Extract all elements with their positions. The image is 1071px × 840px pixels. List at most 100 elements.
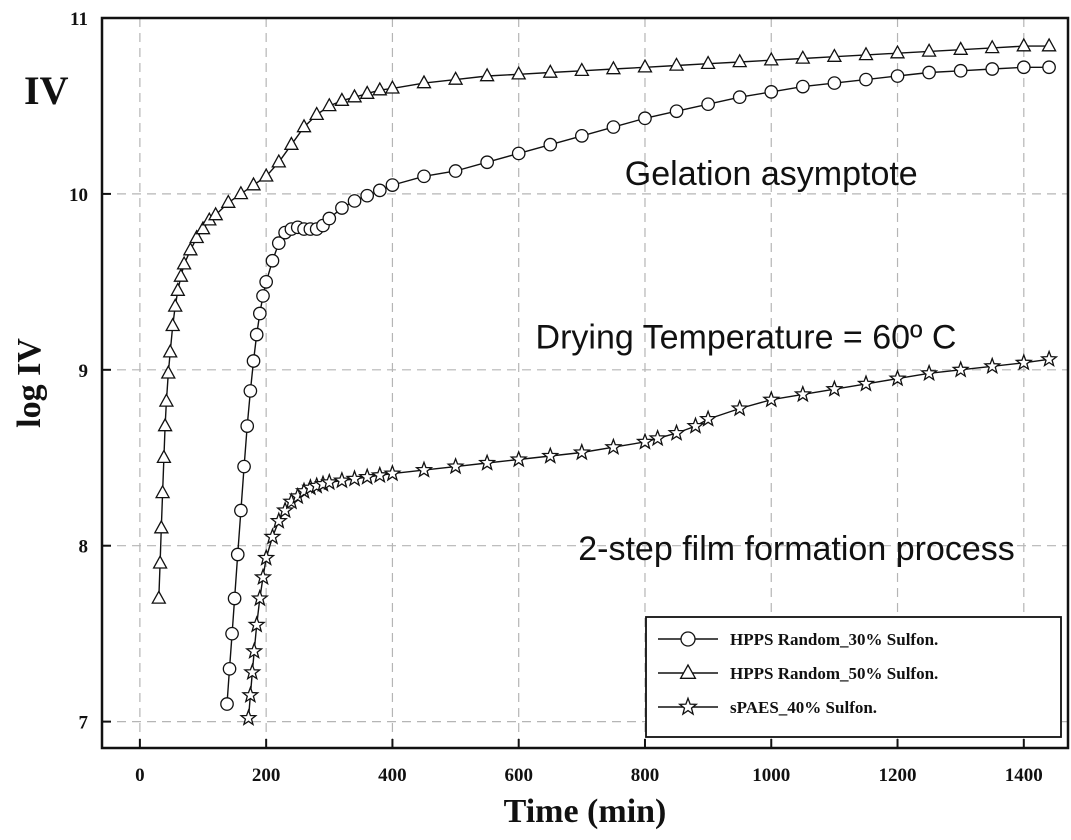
series-triangle <box>151 37 1057 604</box>
x-tick-label: 400 <box>378 765 407 786</box>
y-tick-label: 7 <box>79 713 89 734</box>
data-point <box>249 327 264 342</box>
legend-label: HPPS Random_50% Sulfon. <box>730 664 938 683</box>
legend-marker <box>677 696 699 716</box>
data-point <box>668 57 685 71</box>
x-tick-label: 1000 <box>752 765 790 786</box>
data-point <box>334 92 350 106</box>
data-point <box>574 62 590 77</box>
data-point <box>1016 37 1032 52</box>
data-point <box>983 356 1002 375</box>
data-point <box>225 626 239 641</box>
data-point <box>648 428 667 447</box>
x-tick-label: 1400 <box>1005 765 1043 786</box>
data-point <box>416 74 432 89</box>
data-point <box>157 417 173 432</box>
series-star <box>239 349 1059 726</box>
data-point <box>479 67 495 82</box>
data-point <box>195 220 211 235</box>
data-point <box>176 255 192 270</box>
data-point <box>859 72 873 87</box>
data-point <box>730 398 749 417</box>
data-point <box>732 90 747 105</box>
data-point <box>265 253 280 268</box>
data-point <box>156 449 172 464</box>
data-point <box>152 554 168 569</box>
legend: HPPS Random_30% Sulfon. HPPS Random_50% S… <box>645 616 1062 738</box>
data-point <box>250 588 269 607</box>
data-point <box>919 363 939 382</box>
data-point <box>359 85 375 99</box>
data-point <box>239 708 258 726</box>
data-point <box>511 65 527 80</box>
data-point <box>220 194 236 208</box>
data-point <box>922 65 936 80</box>
data-point <box>321 97 337 112</box>
data-point <box>220 697 234 711</box>
y-tick-label: 9 <box>79 361 89 382</box>
x-tick-label: 1200 <box>879 765 917 786</box>
y-tick-label: 10 <box>69 185 88 206</box>
legend-items: HPPS Random_30% Sulfon. HPPS Random_50% S… <box>658 630 938 717</box>
data-point <box>154 484 171 499</box>
data-point <box>222 661 237 676</box>
data-point <box>826 48 843 62</box>
data-point <box>542 64 558 78</box>
data-point <box>360 188 375 203</box>
data-point <box>448 164 463 178</box>
y-axis-title: log IV <box>11 338 48 428</box>
data-point <box>795 49 811 64</box>
data-point <box>296 118 312 133</box>
data-point <box>793 384 812 403</box>
data-point <box>309 106 325 121</box>
data-point <box>635 432 655 450</box>
data-point <box>372 81 388 96</box>
data-point <box>888 369 907 387</box>
data-point <box>606 120 621 134</box>
data-point <box>345 469 364 487</box>
data-point <box>856 374 876 392</box>
data-point <box>182 241 199 256</box>
data-point <box>247 615 266 633</box>
data-point <box>572 442 591 461</box>
x-tick-label: 200 <box>252 765 281 786</box>
data-point <box>574 129 589 143</box>
data-point <box>358 467 377 485</box>
data-point <box>271 236 286 251</box>
data-point <box>414 460 434 478</box>
data-point <box>669 104 684 119</box>
series-layer <box>151 37 1059 726</box>
legend-label: HPPS Random_30% Sulfon. <box>730 630 938 649</box>
data-point <box>240 419 255 433</box>
data-point <box>234 503 248 518</box>
data-point <box>447 71 464 85</box>
data-point <box>165 317 181 332</box>
data-point <box>230 547 245 562</box>
data-point <box>511 146 526 161</box>
data-point <box>686 416 705 434</box>
data-point <box>347 194 362 208</box>
data-point <box>825 379 844 397</box>
legend-marker <box>679 663 697 679</box>
data-point <box>478 453 497 471</box>
data-point <box>1039 349 1059 368</box>
data-point <box>332 471 352 489</box>
x-tick-label: 0 <box>135 765 145 786</box>
data-point <box>207 206 224 221</box>
data-point <box>243 384 258 398</box>
panel-label: IV <box>24 68 69 113</box>
data-point <box>241 685 260 704</box>
data-point <box>543 137 558 152</box>
legend-box <box>645 616 1062 738</box>
data-point <box>372 183 387 198</box>
data-point <box>384 79 401 94</box>
data-point <box>764 85 779 99</box>
data-point <box>638 111 652 126</box>
data-point <box>921 42 937 57</box>
data-point <box>889 44 906 59</box>
x-tick-label: 600 <box>504 765 533 786</box>
ticks: 0 200 400 600 800 1000 1200 1400 7 8 9 10 11 <box>69 9 1043 786</box>
data-point <box>1014 353 1033 371</box>
data-point <box>160 364 176 379</box>
y-tick-label: 11 <box>70 9 88 30</box>
